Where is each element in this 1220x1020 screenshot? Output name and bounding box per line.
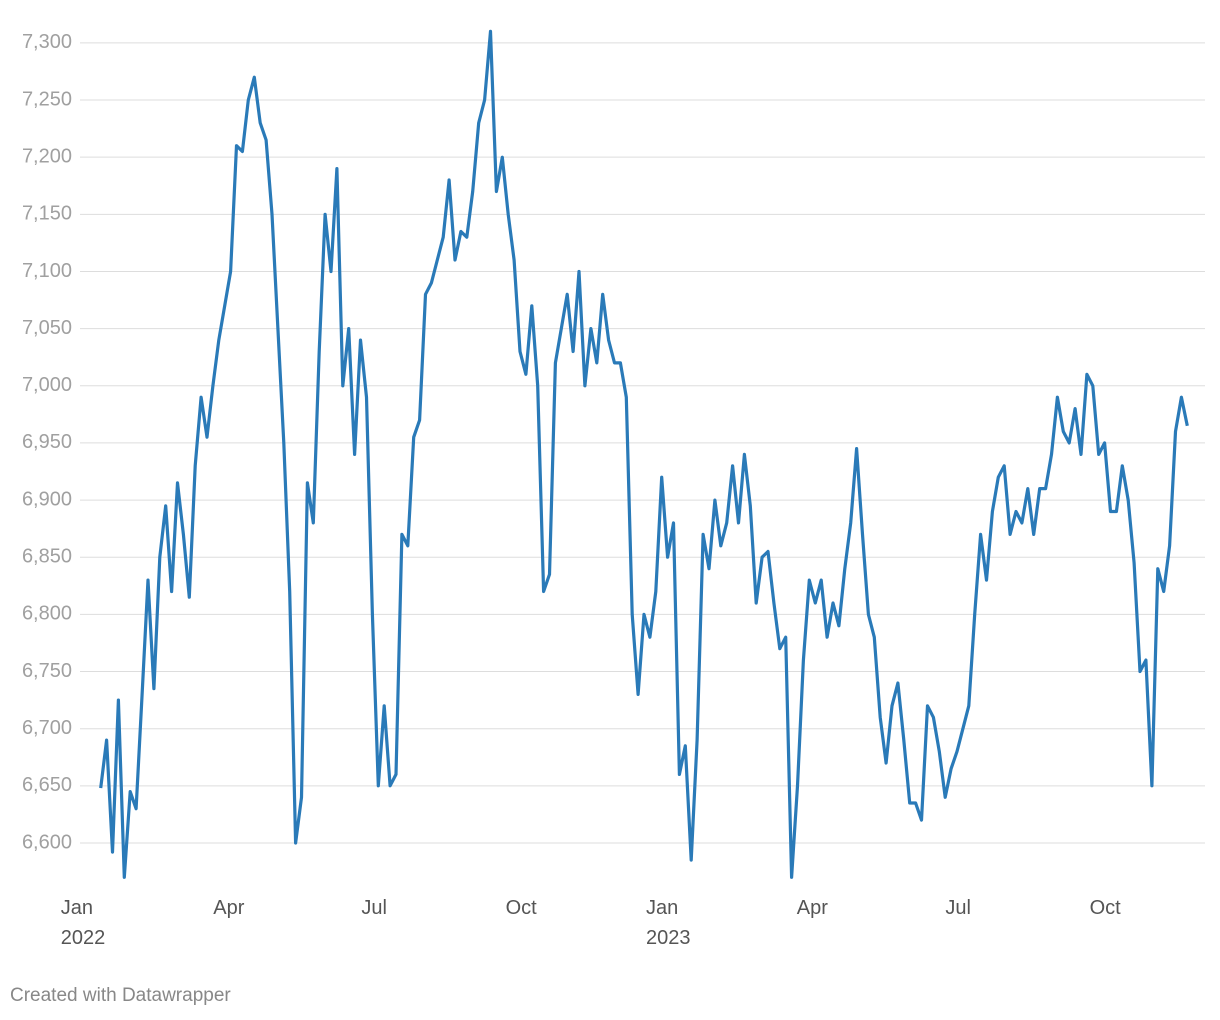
x-tick-label: Jan 2023	[645, 897, 691, 949]
x-tick-label: Apr	[213, 897, 245, 919]
x-tick-label: Jul	[361, 897, 387, 919]
y-tick-label: 6,900	[22, 488, 72, 510]
x-tick-label: Jul	[945, 897, 971, 919]
x-tick-label: Jan 2022	[60, 897, 106, 949]
y-tick-label: 6,950	[22, 431, 72, 453]
footer: Created with Datawrapper	[10, 985, 231, 1006]
y-tick-label: 6,800	[22, 603, 72, 625]
y-tick-label: 7,000	[22, 374, 72, 396]
y-tick-label: 7,100	[22, 260, 72, 282]
line	[99, 29, 1189, 879]
y-tick-label: 7,250	[22, 88, 72, 110]
y-tick-label: 6,850	[22, 546, 72, 568]
y-tick-label: 6,600	[22, 831, 72, 853]
y-tick-label: 7,150	[22, 203, 72, 225]
x-tick-label: Oct	[505, 897, 537, 919]
y-tick-label: 7,200	[22, 145, 72, 167]
y-tick-label: 6,650	[22, 774, 72, 796]
x-tick-label: Oct	[1089, 897, 1121, 919]
y-tick-label: 6,700	[22, 717, 72, 739]
y-tick-label: 7,050	[22, 317, 72, 339]
y-tick-label: 6,750	[22, 660, 72, 682]
y-tick-label: 7,300	[22, 31, 72, 53]
x-tick-label: Apr	[796, 897, 828, 919]
